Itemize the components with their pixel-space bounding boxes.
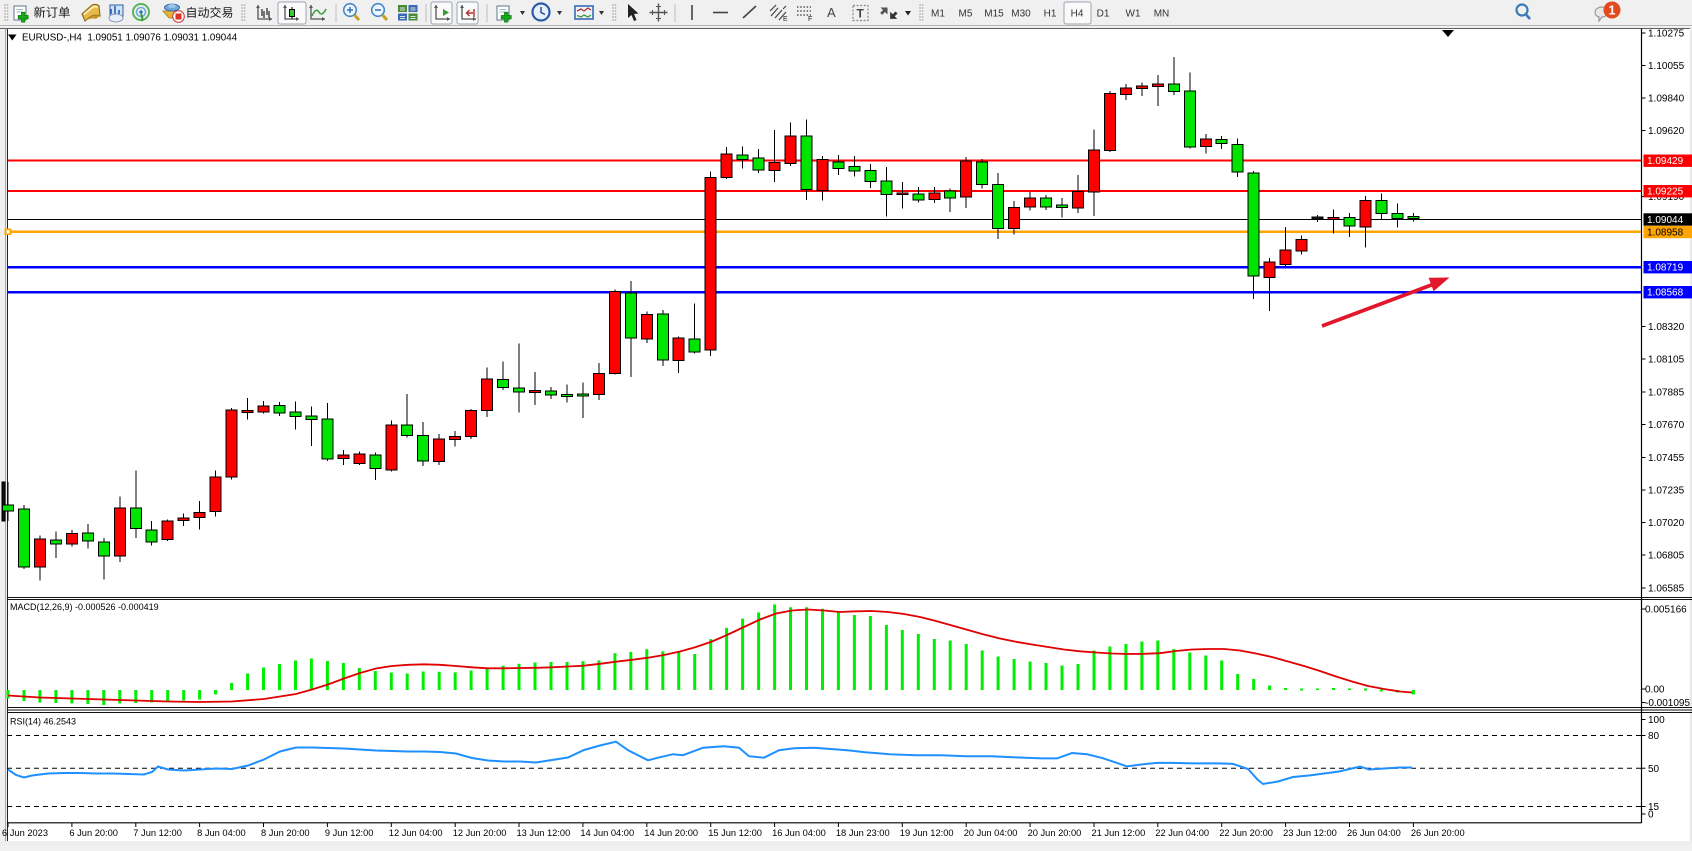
svg-text:D1: D1: [1097, 9, 1110, 20]
svg-text:1.07455: 1.07455: [1648, 453, 1685, 464]
svg-text:23 Jun 12:00: 23 Jun 12:00: [1283, 828, 1337, 838]
svg-text:1.08105: 1.08105: [1648, 355, 1685, 366]
svg-text:1.08568: 1.08568: [1647, 288, 1684, 299]
svg-text:7 Jun 12:00: 7 Jun 12:00: [133, 828, 182, 838]
svg-text:T: T: [857, 7, 865, 21]
svg-text:12 Jun 04:00: 12 Jun 04:00: [389, 828, 443, 838]
svg-text:21 Jun 12:00: 21 Jun 12:00: [1092, 828, 1146, 838]
svg-text:A: A: [827, 5, 836, 20]
svg-text:22 Jun 20:00: 22 Jun 20:00: [1219, 828, 1273, 838]
svg-text:8 Jun 20:00: 8 Jun 20:00: [261, 828, 310, 838]
svg-text:8 Jun 04:00: 8 Jun 04:00: [197, 828, 246, 838]
svg-text:1.08719: 1.08719: [1647, 263, 1684, 274]
svg-text:-0.001095: -0.001095: [1645, 698, 1690, 709]
svg-text:26 Jun 04:00: 26 Jun 04:00: [1347, 828, 1401, 838]
svg-text:13 Jun 12:00: 13 Jun 12:00: [517, 828, 571, 838]
svg-text:1.10055: 1.10055: [1648, 61, 1685, 72]
svg-text:0: 0: [1648, 810, 1654, 821]
svg-text:1: 1: [1609, 4, 1616, 18]
svg-text:14 Jun 20:00: 14 Jun 20:00: [644, 828, 698, 838]
svg-text:H4: H4: [1071, 9, 1084, 20]
svg-text:1.09044: 1.09044: [1647, 215, 1684, 226]
svg-text:1.09429: 1.09429: [1647, 156, 1684, 167]
svg-text:RSI(14) 46.2543: RSI(14) 46.2543: [10, 717, 76, 727]
svg-text:0.005166: 0.005166: [1645, 605, 1687, 616]
svg-text:EURUSD-,H4 1.09051 1.09076 1.: EURUSD-,H4 1.09051 1.09076 1.09031 1.090…: [22, 33, 238, 44]
svg-text:15 Jun 12:00: 15 Jun 12:00: [708, 828, 762, 838]
svg-text:18 Jun 23:00: 18 Jun 23:00: [836, 828, 890, 838]
svg-text:F: F: [808, 16, 812, 23]
svg-text:12 Jun 20:00: 12 Jun 20:00: [453, 828, 507, 838]
svg-text:1.09225: 1.09225: [1647, 187, 1684, 198]
svg-text:50: 50: [1648, 764, 1660, 775]
svg-text:1.08320: 1.08320: [1648, 322, 1685, 333]
svg-text:6 Jun 20:00: 6 Jun 20:00: [69, 828, 118, 838]
svg-text:9 Jun 12:00: 9 Jun 12:00: [325, 828, 374, 838]
svg-text:E: E: [783, 16, 788, 23]
svg-text:H1: H1: [1044, 9, 1057, 20]
svg-text:W1: W1: [1126, 9, 1141, 20]
svg-text:1.07020: 1.07020: [1648, 518, 1685, 529]
svg-text:M5: M5: [959, 9, 973, 20]
svg-text:M30: M30: [1011, 9, 1031, 20]
svg-text:16 Jun 04:00: 16 Jun 04:00: [772, 828, 826, 838]
svg-text:80: 80: [1648, 731, 1660, 742]
svg-text:1.08958: 1.08958: [1647, 228, 1684, 239]
svg-text:1.07885: 1.07885: [1648, 388, 1685, 399]
svg-text:1.07235: 1.07235: [1648, 486, 1685, 497]
svg-text:1.09620: 1.09620: [1648, 126, 1685, 137]
svg-text:100: 100: [1648, 715, 1665, 726]
svg-text:MN: MN: [1154, 9, 1170, 20]
svg-text:19 Jun 12:00: 19 Jun 12:00: [900, 828, 954, 838]
svg-text:6 Jun 2023: 6 Jun 2023: [2, 828, 48, 838]
svg-text:1.07670: 1.07670: [1648, 420, 1685, 431]
svg-text:14 Jun 04:00: 14 Jun 04:00: [580, 828, 634, 838]
svg-text:M15: M15: [984, 9, 1004, 20]
svg-text:1.06585: 1.06585: [1648, 584, 1685, 595]
svg-text:M1: M1: [931, 9, 945, 20]
svg-text:MACD(12,26,9) -0.000526 -0.000: MACD(12,26,9) -0.000526 -0.000419: [10, 602, 159, 612]
svg-text:1.09840: 1.09840: [1648, 94, 1685, 105]
svg-text:0.00: 0.00: [1645, 685, 1665, 696]
svg-text:22 Jun 04:00: 22 Jun 04:00: [1155, 828, 1209, 838]
svg-text:26 Jun 20:00: 26 Jun 20:00: [1411, 828, 1465, 838]
svg-text:1.06805: 1.06805: [1648, 551, 1685, 562]
svg-text:20 Jun 04:00: 20 Jun 04:00: [964, 828, 1018, 838]
svg-text:20 Jun 20:00: 20 Jun 20:00: [1028, 828, 1082, 838]
